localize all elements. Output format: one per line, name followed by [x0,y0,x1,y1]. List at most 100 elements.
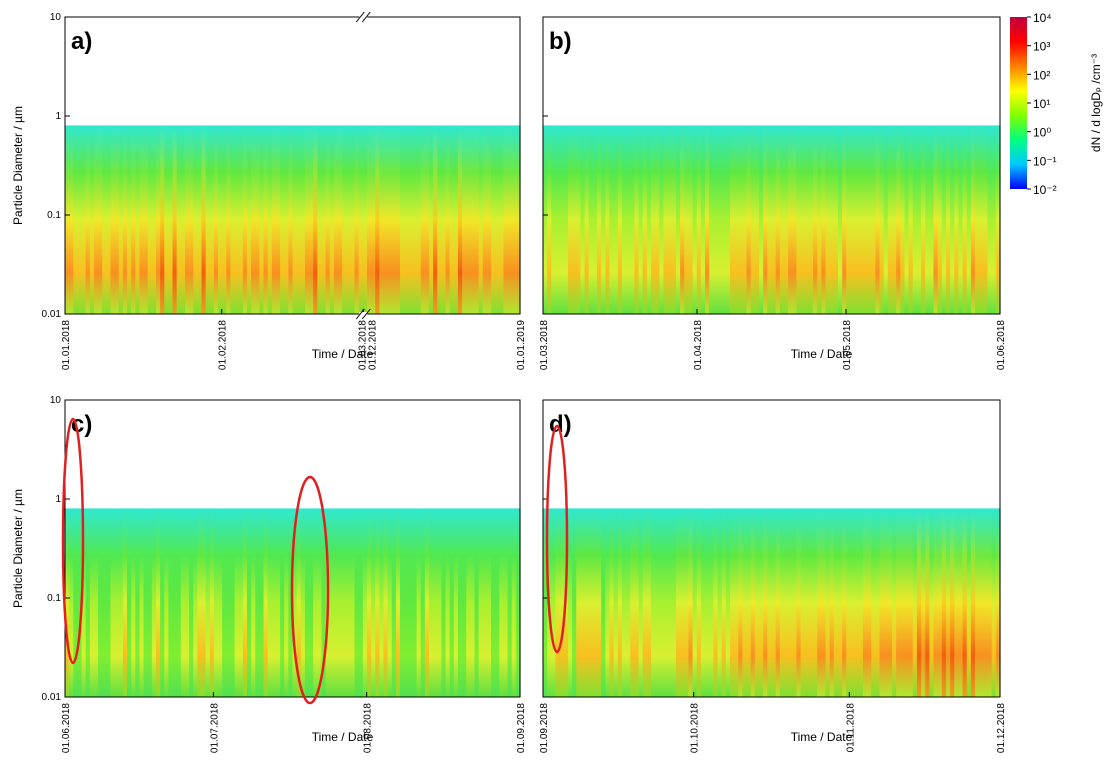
heatmap-column [941,508,947,697]
heatmap-column [551,125,557,314]
heatmap-column [555,508,561,697]
x-tick-label: 01.04.2018 [693,320,704,370]
heatmap-column [433,125,438,314]
y-tick-label: 10 [50,395,62,406]
heatmap-column [921,125,926,314]
heatmap-column [813,125,818,314]
heatmap-column [912,508,918,697]
heatmap-column [750,125,756,314]
heatmap-column [77,125,83,314]
heatmap-column [601,508,606,697]
heatmap-column [783,125,789,314]
heatmap-column [325,125,331,314]
heatmap-column [725,508,731,697]
heatmap-column [85,125,91,314]
heatmap-column [304,125,310,314]
heatmap-column [147,125,153,314]
panel-label: a) [71,28,92,55]
heatmap-column [441,125,447,314]
heatmap-column [945,508,951,697]
heatmap-column [738,508,744,697]
heatmap-column [792,125,798,314]
heatmap-column [321,508,327,697]
heatmap-column [213,125,219,314]
heatmap-column [247,508,252,697]
heatmap-column [925,125,930,314]
heatmap-column [547,125,552,314]
heatmap-column [309,125,314,314]
heatmap-column [122,508,128,697]
heatmap-column [646,125,652,314]
heatmap-column [499,508,505,697]
heatmap-column [941,125,947,314]
heatmap-column [717,125,723,314]
heatmap-column [576,508,581,697]
heatmap-column [77,508,83,697]
heatmap-column [729,508,735,697]
heatmap-column [193,508,198,697]
heatmap-column [193,125,198,314]
heatmap-column [700,125,706,314]
heatmap-column [721,508,727,697]
x-axis-title: Time / Date [312,730,374,744]
heatmap-column [400,508,405,697]
heatmap-column [371,508,376,697]
heatmap-column [106,125,112,314]
heatmap-column [379,125,385,314]
heatmap-column [858,125,864,314]
heatmap-column [135,508,141,697]
y-axis-title: Particle Diameter / µm [11,489,25,608]
heatmap-column [89,125,95,314]
heatmap-column [954,508,960,697]
heatmap-column [354,508,360,697]
heatmap-column [395,125,401,314]
heatmap-column [292,508,298,697]
heatmap-column [383,125,389,314]
heatmap-column [234,125,240,314]
heatmap-column [482,125,488,314]
heatmap-column [925,508,930,697]
heatmap-column [879,508,885,697]
heatmap-column [189,125,194,314]
heatmap-column [474,125,480,314]
x-tick-label: 01.03.2018 [357,320,368,370]
heatmap-column [156,508,161,697]
heatmap-column [572,125,577,314]
heatmap-column [721,125,727,314]
heatmap-column [912,125,918,314]
heatmap-column [717,508,723,697]
heatmap-column [771,125,777,314]
heatmap-column [850,508,856,697]
heatmap-column [284,125,289,314]
y-tick-label: 0.1 [47,593,61,604]
heatmap-column [555,125,561,314]
heatmap-column [362,125,368,314]
heatmap-column [929,508,935,697]
heatmap-column [991,508,997,697]
heatmap-column [445,125,451,314]
heatmap-column [871,125,876,314]
heatmap-column [875,508,881,697]
heatmap-column [412,508,418,697]
heatmap-column [954,125,960,314]
colorbar-tick-label: 10² [1033,68,1050,82]
heatmap-column [284,508,289,697]
heatmap-column [296,125,302,314]
heatmap-column [966,125,972,314]
heatmap-column [259,125,265,314]
heatmap-column [453,125,459,314]
heatmap-column [350,508,356,697]
heatmap-column [904,125,910,314]
heatmap-column [404,125,409,314]
heatmap-column [85,508,91,697]
heatmap-column [559,125,565,314]
heatmap-column [987,125,993,314]
heatmap-column [122,125,128,314]
heatmap-column [457,508,463,697]
heatmap-column [950,508,955,697]
heatmap-column [605,125,611,314]
heatmap-column [470,508,476,697]
heatmap-column [110,508,116,697]
heatmap-column [734,508,739,697]
heatmap-column [788,508,793,697]
